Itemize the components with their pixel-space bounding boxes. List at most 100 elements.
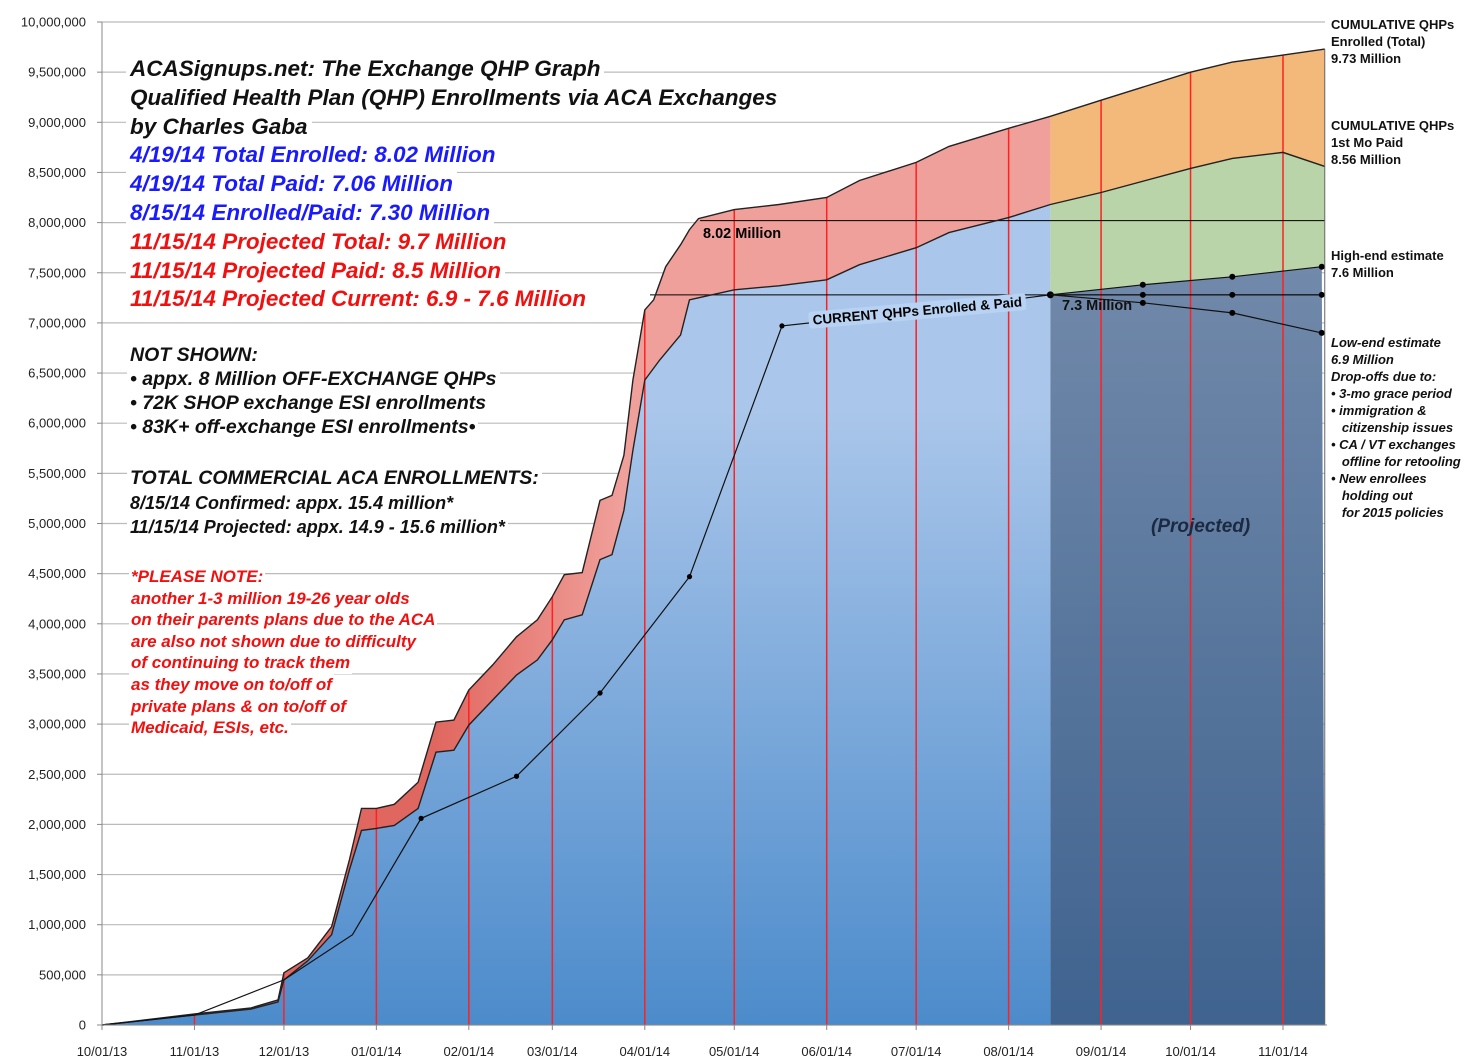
y-tick-label: 7,500,000 bbox=[28, 265, 86, 280]
stat-total-enrolled: 4/19/14 Total Enrolled: 8.02 Million bbox=[126, 141, 500, 168]
chart-author: by Charles Gaba bbox=[126, 113, 312, 140]
y-tick-label: 7,000,000 bbox=[28, 315, 86, 330]
label-line: • CA / VT exchanges bbox=[1331, 437, 1456, 452]
paid-enrollment-area bbox=[102, 204, 1051, 1025]
projection-data-point bbox=[1139, 299, 1146, 306]
unpaid-enrollment-area bbox=[102, 116, 1051, 1026]
note-line: as they move on to/off of bbox=[129, 674, 334, 696]
note-line: of continuing to track them bbox=[129, 652, 353, 674]
label-line: 7.6 Million bbox=[1331, 265, 1394, 280]
note-line: private plans & on to/off of bbox=[129, 695, 349, 717]
note-line: are also not shown due to difficulty bbox=[129, 630, 418, 653]
current-data-point bbox=[513, 773, 520, 779]
x-tick-label: 10/01/14 bbox=[1165, 1044, 1216, 1059]
not-shown-item: • appx. 8 Million OFF-EXCHANGE QHPs bbox=[127, 368, 500, 391]
label-line: Drop-offs due to: bbox=[1331, 369, 1437, 384]
label-line: 8.56 Million bbox=[1331, 152, 1402, 167]
label-line: Low-end estimate bbox=[1331, 335, 1441, 350]
current-value-label: 7.3 Million bbox=[1062, 298, 1133, 314]
y-tick-label: 8,500,000 bbox=[28, 165, 86, 180]
x-tick-label: 10/01/13 bbox=[77, 1044, 128, 1059]
projection-data-point bbox=[1229, 273, 1236, 280]
label-high-estimate: High-end estimate 7.6 Million bbox=[1331, 247, 1444, 281]
label-line: citizenship issues bbox=[1331, 420, 1454, 435]
y-tick-label: 5,500,000 bbox=[28, 466, 86, 481]
y-tick-label: 3,500,000 bbox=[28, 666, 86, 681]
x-tick-label: 12/01/13 bbox=[259, 1044, 310, 1059]
series-line-paid bbox=[101, 151, 1326, 1026]
label-line: 6.9 Million bbox=[1331, 352, 1394, 367]
note-line: on their parents plans due to the ACA bbox=[129, 609, 438, 631]
y-tick-label: 10,000,000 bbox=[21, 15, 86, 30]
label-line: • 3-mo grace period bbox=[1331, 386, 1452, 401]
chart-title-line-1: ACASignups.net: The Exchange QHP Graph bbox=[126, 55, 605, 82]
y-tick-label: 0 bbox=[79, 1018, 86, 1033]
x-tick-label: 02/01/14 bbox=[444, 1044, 495, 1059]
label-line: 1st Mo Paid bbox=[1331, 135, 1404, 150]
x-tick-label: 06/01/14 bbox=[801, 1044, 852, 1059]
x-tick-label: 01/01/14 bbox=[351, 1044, 402, 1059]
stat-projected-paid: 11/15/14 Projected Paid: 8.5 Million bbox=[126, 257, 505, 284]
total-commercial-projected: 11/15/14 Projected: appx. 14.9 - 15.6 mi… bbox=[127, 516, 508, 539]
y-tick-label: 6,000,000 bbox=[28, 416, 86, 431]
y-tick-label: 4,000,000 bbox=[28, 616, 86, 631]
stat-projected-current: 11/15/14 Projected Current: 6.9 - 7.6 Mi… bbox=[126, 285, 590, 312]
current-data-point bbox=[418, 815, 424, 821]
x-tick-label: 04/01/14 bbox=[619, 1044, 670, 1059]
label-line: holding out bbox=[1331, 488, 1413, 503]
projection-data-point bbox=[1318, 329, 1325, 336]
x-tick-label: 11/01/14 bbox=[1258, 1044, 1308, 1059]
label-line: • immigration & bbox=[1331, 403, 1427, 418]
note-line: Medicaid, ESIs, etc. bbox=[129, 717, 291, 739]
stat-projected-total: 11/15/14 Projected Total: 9.7 Million bbox=[126, 228, 511, 255]
projection-data-point bbox=[1318, 291, 1325, 298]
y-tick-label: 6,500,000 bbox=[28, 366, 86, 381]
chart-title-line-2: Qualified Health Plan (QHP) Enrollments … bbox=[126, 84, 782, 111]
projection-data-point bbox=[1139, 291, 1146, 298]
projection-data-point bbox=[1139, 281, 1146, 288]
total-commercial-confirmed: 8/15/14 Confirmed: appx. 15.4 million* bbox=[127, 492, 457, 515]
current-data-point bbox=[1046, 291, 1054, 299]
projection-data-point bbox=[1229, 309, 1236, 316]
projected-current-area bbox=[1050, 266, 1325, 1025]
projection-data-point bbox=[1318, 263, 1325, 270]
current-data-point bbox=[597, 690, 603, 696]
projected-label: (Projected) bbox=[1151, 516, 1251, 537]
y-tick-label: 8,000,000 bbox=[28, 215, 86, 230]
y-tick-label: 4,500,000 bbox=[28, 566, 86, 581]
note-line: another 1-3 million 19-26 year olds bbox=[129, 587, 412, 609]
y-tick-label: 9,500,000 bbox=[28, 65, 86, 80]
series-line-projected-low bbox=[1050, 294, 1322, 334]
not-shown-heading: NOT SHOWN: bbox=[127, 344, 261, 367]
x-tick-label: 08/01/14 bbox=[983, 1044, 1034, 1059]
x-tick-label: 05/01/14 bbox=[709, 1044, 760, 1059]
x-tick-label: 03/01/14 bbox=[527, 1044, 578, 1059]
series-line-total-enrolled bbox=[101, 48, 1325, 1026]
label-line: CUMULATIVE QHPs bbox=[1331, 17, 1455, 32]
note-line: *PLEASE NOTE: bbox=[129, 566, 266, 588]
stat-total-paid: 4/19/14 Total Paid: 7.06 Million bbox=[126, 170, 458, 197]
label-line: for 2015 policies bbox=[1331, 505, 1444, 520]
label-line: offline for retooling bbox=[1331, 454, 1461, 469]
projection-data-point bbox=[1229, 291, 1236, 298]
total-commercial-heading: TOTAL COMMERCIAL ACA ENROLLMENTS: bbox=[127, 467, 542, 490]
current-data-point bbox=[686, 574, 693, 580]
not-shown-item: • 72K SHOP exchange ESI enrollments bbox=[127, 392, 490, 415]
label-low-estimate: Low-end estimate 6.9 Million Drop-offs due… bbox=[1331, 334, 1461, 521]
y-tick-label: 1,500,000 bbox=[28, 867, 86, 882]
current-data-point bbox=[779, 323, 785, 329]
y-tick-label: 2,000,000 bbox=[28, 817, 86, 832]
y-tick-label: 500,000 bbox=[39, 967, 86, 982]
series-line-projected-high bbox=[1050, 266, 1322, 296]
y-tick-label: 5,000,000 bbox=[28, 516, 86, 531]
stat-enrolled-paid: 8/15/14 Enrolled/Paid: 7.30 Million bbox=[126, 199, 495, 226]
y-tick-label: 1,000,000 bbox=[28, 917, 86, 932]
label-enrolled-total: CUMULATIVE QHPs Enrolled (Total) 9.73 Mi… bbox=[1331, 16, 1454, 67]
x-tick-label: 07/01/14 bbox=[891, 1044, 942, 1059]
y-tick-label: 2,500,000 bbox=[28, 767, 86, 782]
x-tick-label: 09/01/14 bbox=[1076, 1044, 1127, 1059]
label-line: CUMULATIVE QHPs bbox=[1331, 118, 1455, 133]
label-line: Enrolled (Total) bbox=[1331, 34, 1426, 49]
y-tick-label: 9,000,000 bbox=[28, 115, 86, 130]
